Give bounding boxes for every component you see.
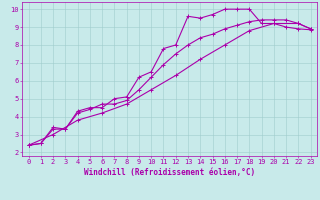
X-axis label: Windchill (Refroidissement éolien,°C): Windchill (Refroidissement éolien,°C) — [84, 168, 255, 177]
